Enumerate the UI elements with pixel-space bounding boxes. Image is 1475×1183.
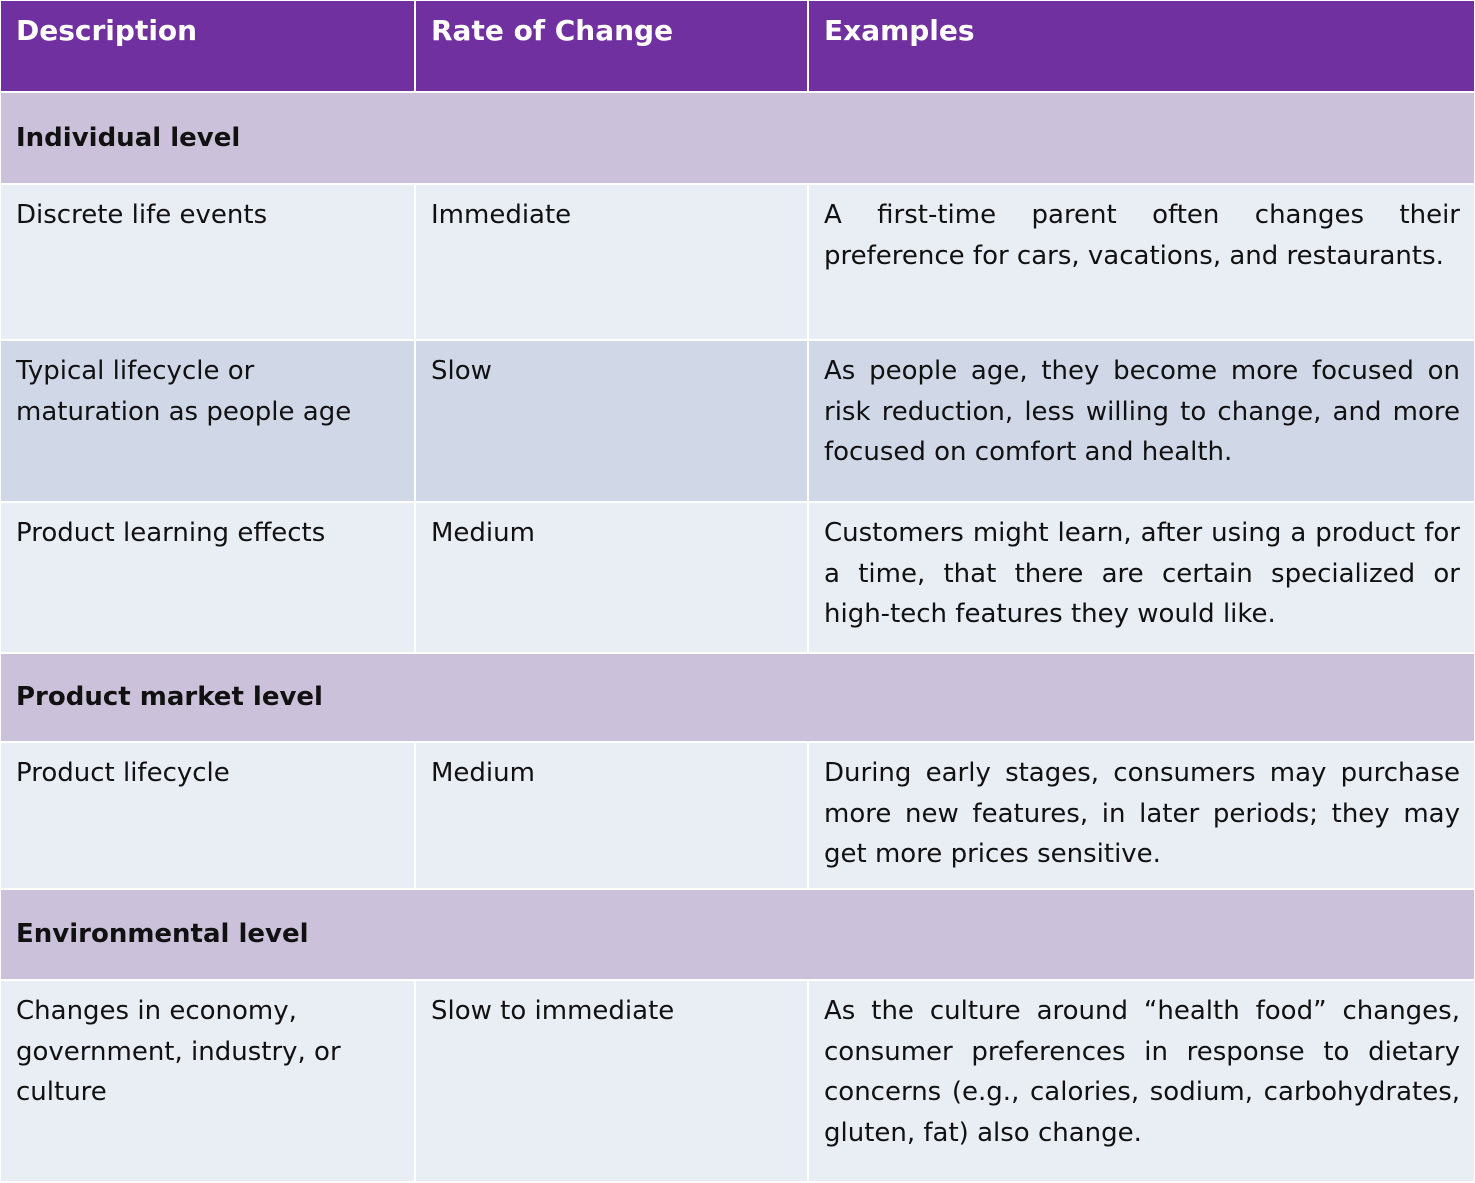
description-cell: Product learning effects bbox=[1, 503, 414, 652]
header-row: Description Rate of Change Examples bbox=[1, 1, 1474, 91]
example-cell: As people age, they become more focused … bbox=[809, 341, 1474, 501]
header-rate: Rate of Change bbox=[416, 1, 807, 91]
rate-cell: Immediate bbox=[416, 185, 807, 339]
header-description: Description bbox=[1, 1, 414, 91]
group-label: Individual level bbox=[1, 93, 1474, 183]
example-cell: A first-time parent often changes their … bbox=[809, 185, 1474, 339]
group-row: Environmental level bbox=[1, 890, 1474, 979]
table-row: Typical lifecycle or maturation as peopl… bbox=[1, 341, 1474, 501]
group-label: Product market level bbox=[1, 654, 1474, 741]
table-row: Product learning effects Medium Customer… bbox=[1, 503, 1474, 652]
table-row: Product lifecycle Medium During early st… bbox=[1, 743, 1474, 888]
rate-cell: Slow bbox=[416, 341, 807, 501]
description-cell: Changes in economy, government, industry… bbox=[1, 981, 414, 1181]
rate-cell: Medium bbox=[416, 743, 807, 888]
description-cell: Typical lifecycle or maturation as peopl… bbox=[1, 341, 414, 501]
description-cell: Product lifecycle bbox=[1, 743, 414, 888]
rate-cell: Medium bbox=[416, 503, 807, 652]
example-cell: As the culture around “health food” chan… bbox=[809, 981, 1474, 1181]
description-cell: Discrete life events bbox=[1, 185, 414, 339]
example-cell: During early stages, consumers may purch… bbox=[809, 743, 1474, 888]
table-row: Changes in economy, government, industry… bbox=[1, 981, 1474, 1181]
rate-cell: Slow to immediate bbox=[416, 981, 807, 1181]
example-cell: Customers might learn, after using a pro… bbox=[809, 503, 1474, 652]
group-row: Individual level bbox=[1, 93, 1474, 183]
header-examples: Examples bbox=[809, 1, 1474, 91]
group-label: Environmental level bbox=[1, 890, 1474, 979]
table-row: Discrete life events Immediate A first-t… bbox=[1, 185, 1474, 339]
group-row: Product market level bbox=[1, 654, 1474, 741]
